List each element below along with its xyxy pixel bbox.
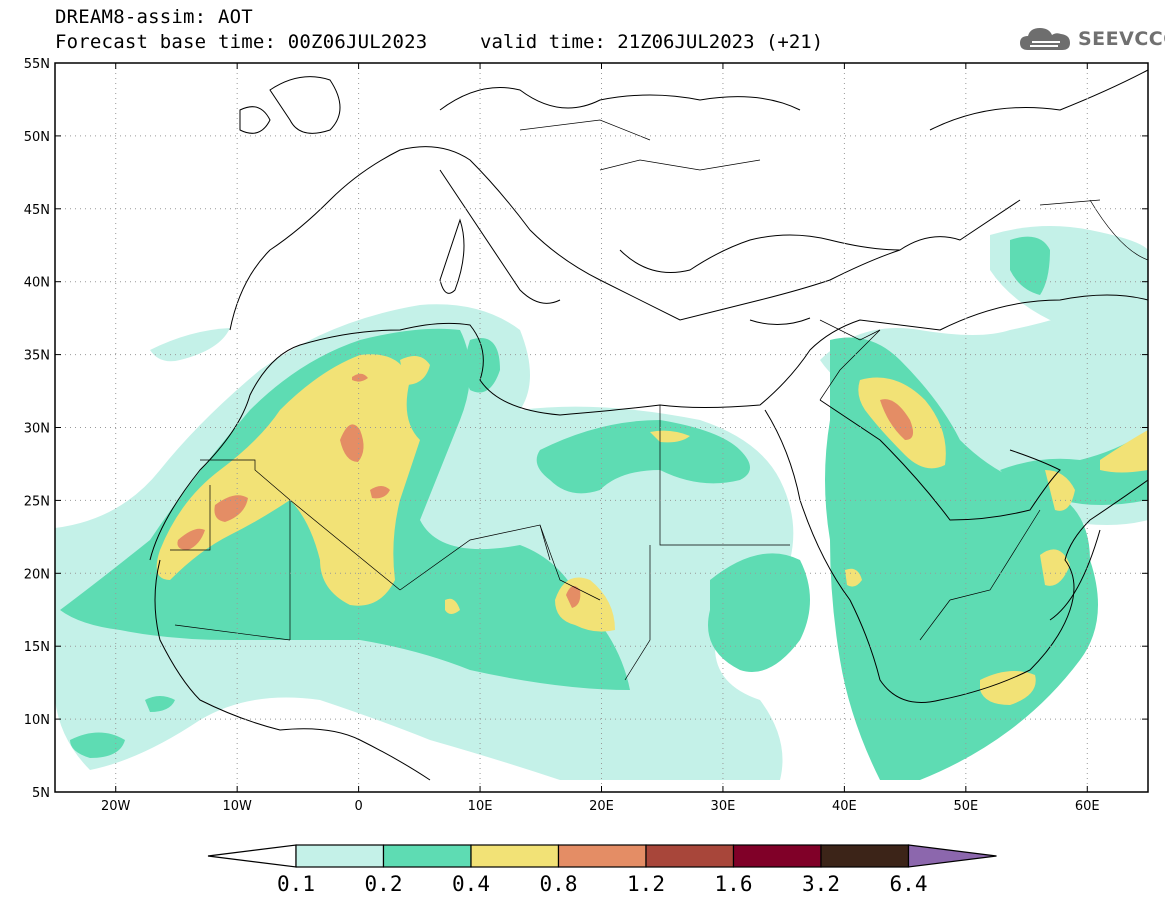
colorbar-box xyxy=(557,844,647,868)
lat-tick-label: 10N xyxy=(24,713,50,728)
base-time-label: Forecast base time: 00Z06JUL2023 xyxy=(55,31,428,53)
valid-time-label: valid time: 21Z06JUL2023 (+21) xyxy=(480,31,824,53)
lon-tick-label: 10E xyxy=(468,799,493,814)
aot-level-0.8 xyxy=(177,373,914,608)
coastlines xyxy=(149,69,1148,781)
colorbar-level-label: 6.4 xyxy=(890,872,928,896)
map-title: DREAM8-assim: AOT xyxy=(55,6,253,28)
colorbar-over-arrow xyxy=(907,844,997,868)
colorbar-level-label: 1.2 xyxy=(627,872,665,896)
colorbar-box xyxy=(732,844,822,868)
lat-tick-label: 30N xyxy=(24,422,50,437)
grid-lines xyxy=(55,63,1148,792)
colorbar-box xyxy=(295,844,385,868)
lon-tick-label: 40E xyxy=(832,799,857,814)
colorbar-level-label: 1.6 xyxy=(715,872,753,896)
aot-fields xyxy=(55,63,1148,792)
lon-tick-label: 20E xyxy=(589,799,614,814)
lon-tick-label: 50E xyxy=(953,799,978,814)
country-borders xyxy=(170,119,1148,681)
lat-axis: 55N 50N 45N 40N 35N 30N 25N 20N 15N 10N 5N xyxy=(24,57,1148,801)
lon-tick-label: 20W xyxy=(101,799,131,814)
lat-tick-label: 50N xyxy=(24,130,50,145)
lat-tick-label: 35N xyxy=(24,349,50,364)
lat-tick-label: 55N xyxy=(24,57,50,72)
colorbar-under-arrow xyxy=(207,844,297,868)
cloud-icon xyxy=(1020,28,1070,50)
colorbar-level-label: 0.8 xyxy=(540,872,578,896)
lon-tick-label: 0 xyxy=(354,799,362,814)
lat-tick-label: 5N xyxy=(32,786,50,801)
lat-tick-label: 25N xyxy=(24,494,50,509)
colorbar-level-label: 0.2 xyxy=(365,872,403,896)
colorbar-box xyxy=(645,844,735,868)
colorbar-level-label: 0.1 xyxy=(277,872,315,896)
lon-tick-label: 10W xyxy=(222,799,252,814)
lon-axis: 20W 10W 0 10E 20E 30E 40E 50E 60E xyxy=(101,63,1100,814)
lat-tick-label: 15N xyxy=(24,640,50,655)
lon-tick-label: 30E xyxy=(711,799,736,814)
colorbar-box xyxy=(382,844,472,868)
lon-tick-label: 60E xyxy=(1075,799,1100,814)
colorbar-box xyxy=(470,844,560,868)
colorbar-level-label: 3.2 xyxy=(802,872,840,896)
logo-text: SEEVCCC xyxy=(1078,28,1165,50)
lat-tick-label: 40N xyxy=(24,276,50,291)
lat-tick-label: 20N xyxy=(24,567,50,582)
colorbar-level-label: 0.4 xyxy=(452,872,490,896)
lat-tick-label: 45N xyxy=(24,203,50,218)
colorbar-box xyxy=(820,844,910,868)
seevccc-logo: SEEVCCC xyxy=(1018,24,1165,54)
